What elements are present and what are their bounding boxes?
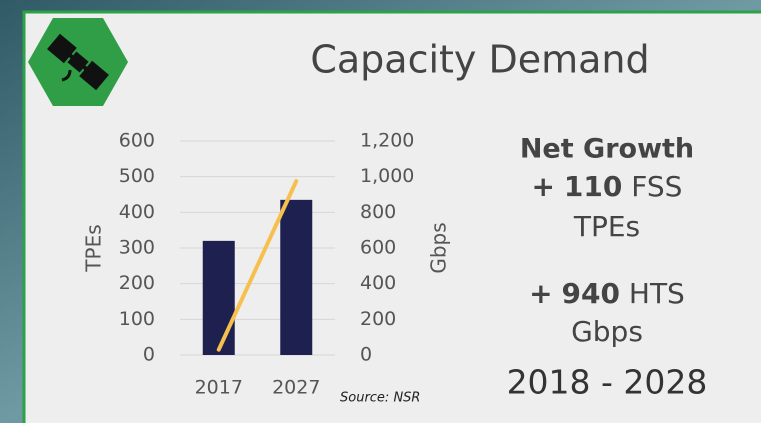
y-axis-label: TPEs	[82, 224, 106, 272]
chart-title: Capacity Demand	[310, 38, 649, 82]
callout-prefix: +	[532, 170, 555, 203]
callout-number: 110	[564, 170, 622, 203]
satellite-icon	[28, 18, 128, 106]
source-note: Source: NSR	[340, 391, 420, 406]
y2-tick-label: 600	[360, 237, 396, 259]
y-tick-label: 400	[119, 201, 155, 223]
callout-prefix: +	[529, 277, 552, 310]
y-tick-label: 0	[143, 344, 155, 366]
y2-tick-label: 800	[360, 201, 396, 223]
panel	[22, 10, 761, 427]
x-tick-label: 2027	[272, 377, 320, 399]
y2-axis-label: Gbps	[427, 222, 451, 273]
y-tick-label: 600	[119, 130, 155, 152]
callout-measure: Gbps	[571, 315, 643, 348]
x-tick-label: 2017	[195, 377, 243, 399]
y-tick-label: 100	[119, 308, 155, 330]
y-tick-label: 200	[119, 272, 155, 294]
y-tick-label: 500	[119, 165, 155, 187]
y2-tick-label: 1,200	[360, 130, 414, 152]
y2-tick-label: 1,000	[360, 165, 414, 187]
y2-tick-label: 0	[360, 344, 372, 366]
bar	[280, 199, 313, 355]
y-tick-label: 300	[119, 237, 155, 259]
y2-tick-label: 400	[360, 272, 396, 294]
bar	[202, 240, 235, 355]
callout-period: 2018 - 2028	[507, 363, 708, 402]
y2-tick-label: 200	[360, 308, 396, 330]
callout-heading: Net Growth	[520, 134, 694, 165]
callout-number: 940	[562, 277, 620, 310]
callout-line: + 110 FSS	[532, 170, 683, 203]
callout-unit: FSS	[631, 170, 682, 203]
callout-unit: HTS	[629, 277, 685, 310]
line	[216, 179, 299, 352]
callout-measure: TPEs	[573, 210, 640, 243]
callout-line: + 940 HTS	[529, 277, 685, 310]
